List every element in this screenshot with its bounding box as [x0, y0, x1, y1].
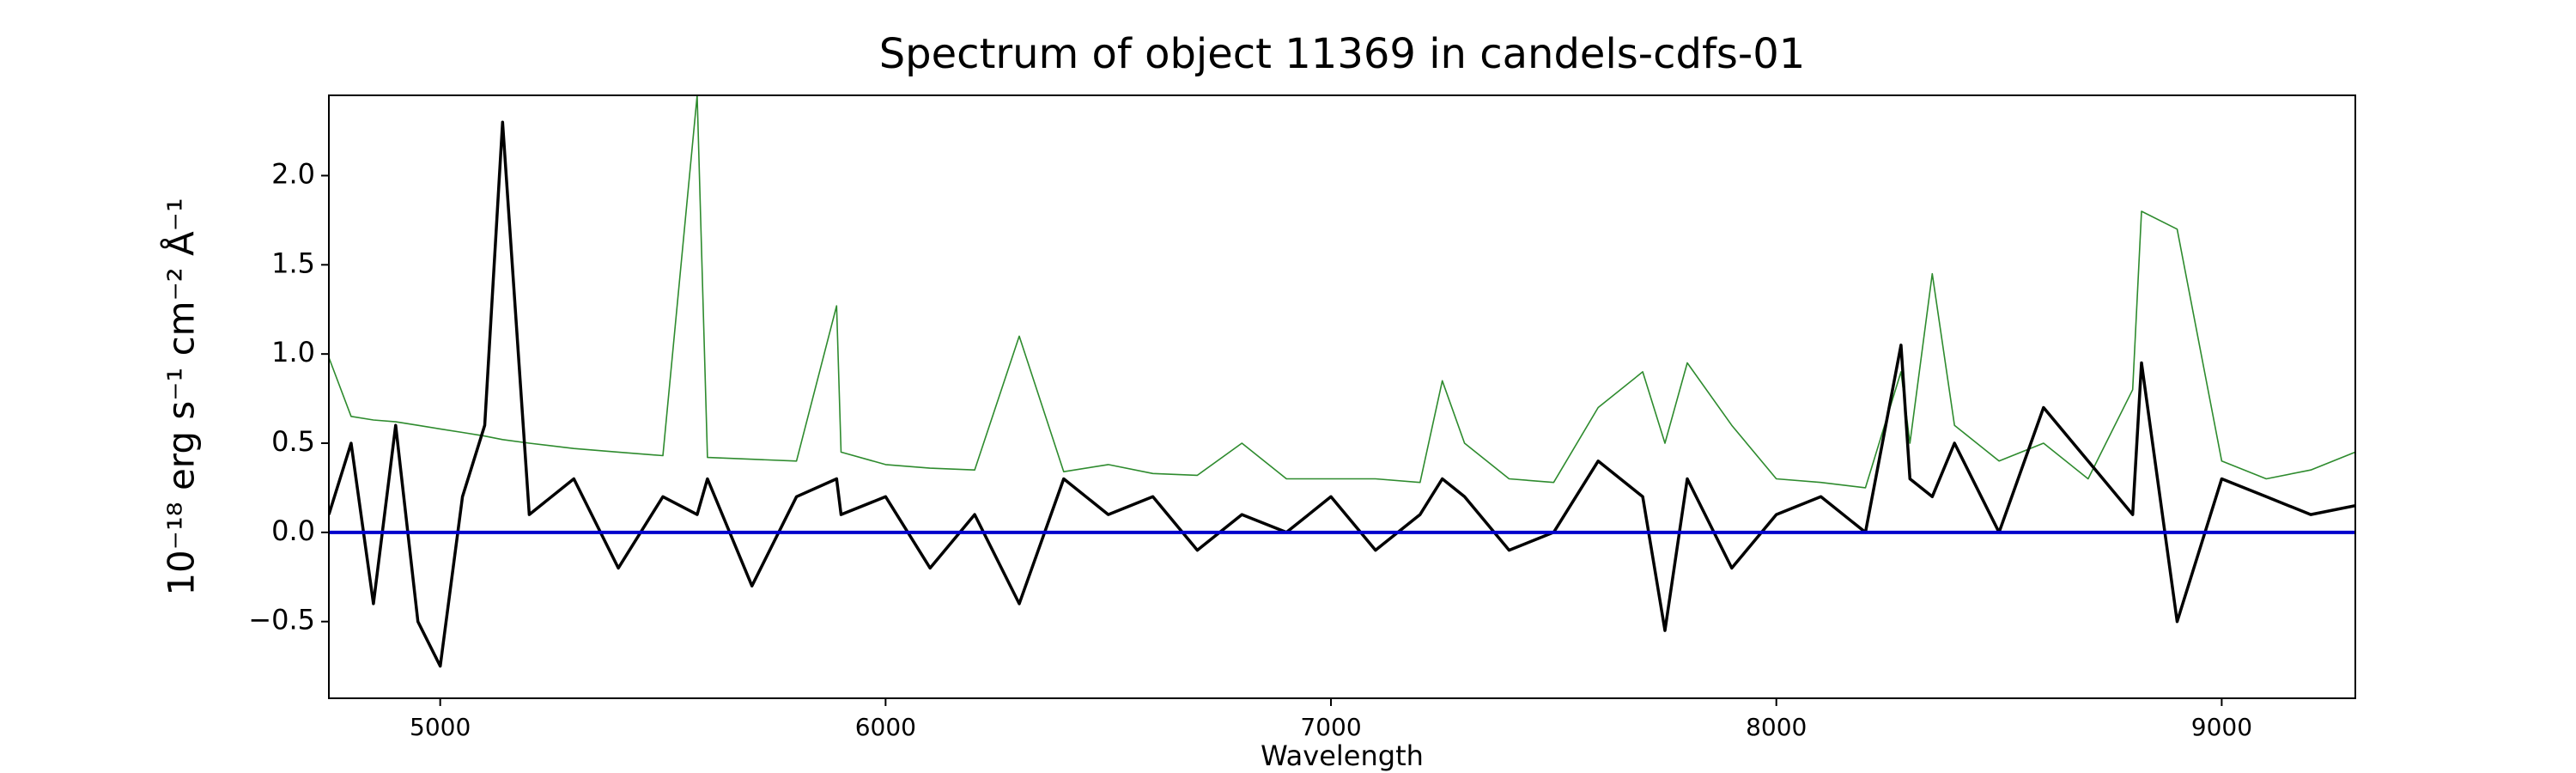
x-axis-label: Wavelength	[1261, 740, 1424, 772]
y-tick-label: 1.0	[271, 336, 315, 368]
x-tick-label: 9000	[2191, 713, 2252, 741]
y-tick-label: 0.5	[271, 425, 315, 458]
x-tick-label: 5000	[410, 713, 471, 741]
y-axis-label: 10⁻¹⁸ erg s⁻¹ cm⁻² Å⁻¹	[160, 198, 203, 595]
y-tick-label: −0.5	[248, 604, 315, 636]
y-tick-label: 1.5	[271, 247, 315, 279]
x-tick-label: 6000	[855, 713, 916, 741]
x-tick-label: 7000	[1300, 713, 1361, 741]
x-tick-label: 8000	[1746, 713, 1807, 741]
chart-title: Spectrum of object 11369 in candels-cdfs…	[879, 30, 1806, 78]
plot-frame	[328, 94, 2356, 699]
spectrum-line	[329, 120, 2355, 668]
spectrum-line	[329, 95, 2355, 489]
y-tick-label: 2.0	[271, 157, 315, 190]
y-tick-label: 0.0	[271, 514, 315, 547]
